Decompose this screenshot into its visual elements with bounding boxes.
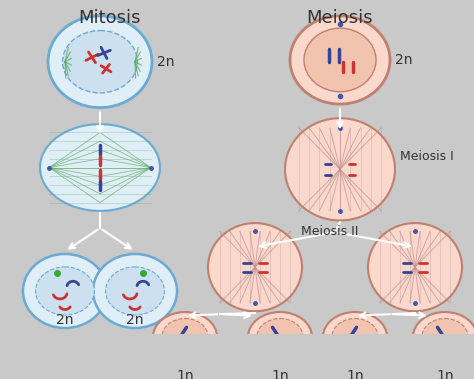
- Ellipse shape: [93, 254, 177, 328]
- Ellipse shape: [40, 124, 160, 211]
- Text: 1n: 1n: [346, 370, 364, 379]
- Text: Meiosis: Meiosis: [307, 9, 374, 27]
- Ellipse shape: [162, 318, 208, 355]
- Ellipse shape: [208, 223, 302, 311]
- Text: Meiosis II: Meiosis II: [301, 224, 359, 238]
- Ellipse shape: [290, 16, 390, 104]
- Ellipse shape: [248, 312, 312, 362]
- Ellipse shape: [304, 28, 376, 92]
- Ellipse shape: [422, 318, 468, 355]
- Ellipse shape: [368, 223, 462, 311]
- Text: 2n: 2n: [56, 313, 74, 327]
- Ellipse shape: [332, 318, 378, 355]
- Ellipse shape: [413, 312, 474, 362]
- Ellipse shape: [285, 118, 395, 221]
- Ellipse shape: [257, 318, 303, 355]
- Text: 2n: 2n: [157, 55, 174, 69]
- Ellipse shape: [323, 312, 387, 362]
- Text: 1n: 1n: [176, 370, 194, 379]
- Ellipse shape: [36, 267, 94, 315]
- Ellipse shape: [48, 16, 152, 108]
- Ellipse shape: [153, 312, 217, 362]
- Ellipse shape: [23, 254, 107, 328]
- Ellipse shape: [106, 267, 164, 315]
- Text: 2n: 2n: [126, 313, 144, 327]
- Text: Meiosis I: Meiosis I: [400, 150, 454, 163]
- Text: 1n: 1n: [271, 370, 289, 379]
- Ellipse shape: [63, 31, 137, 93]
- Text: Mitosis: Mitosis: [79, 9, 141, 27]
- Text: 1n: 1n: [436, 370, 454, 379]
- Text: 2n: 2n: [395, 53, 412, 67]
